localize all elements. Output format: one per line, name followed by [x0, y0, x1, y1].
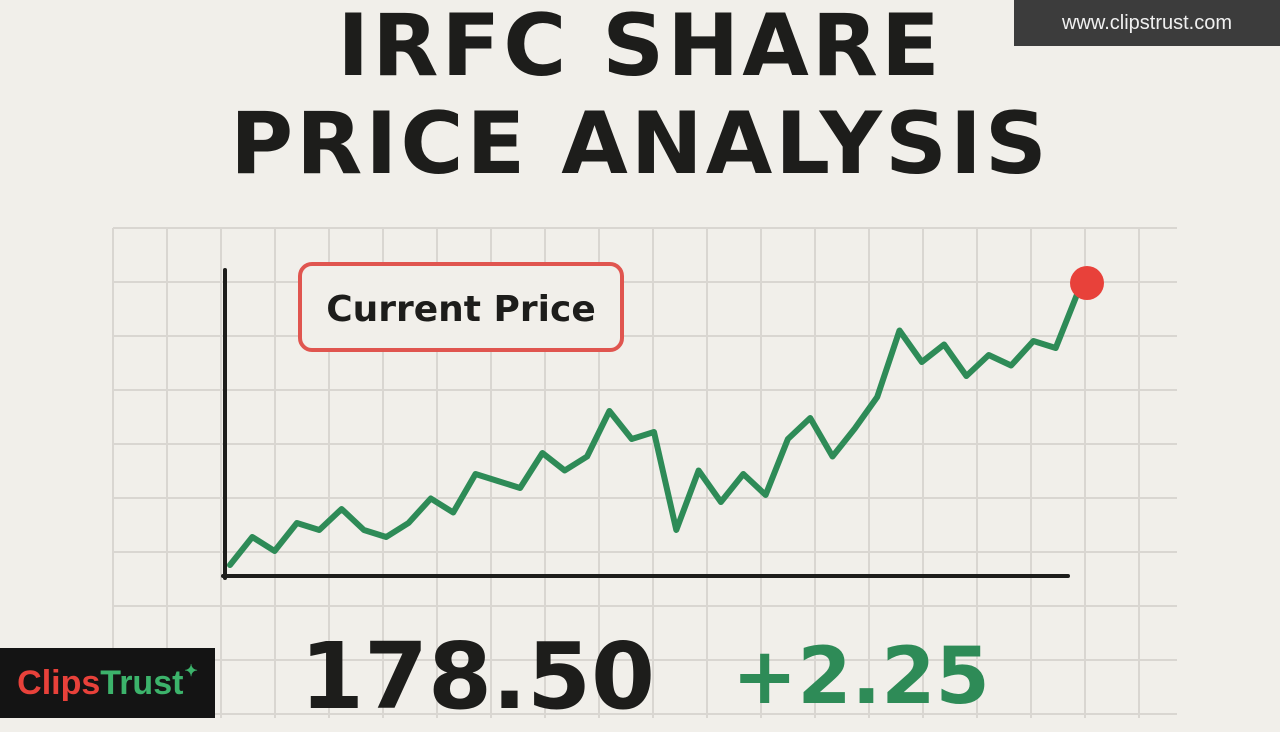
callout-label: Current Price — [326, 289, 596, 330]
chart-grid — [112, 227, 1177, 718]
callout-box — [298, 262, 624, 352]
cliptrust-logo: Clips Trust ✦ — [0, 648, 215, 718]
page-title-line-2: PRICE ANALYSIS — [230, 94, 1050, 194]
logo-text-clips: Clips — [17, 663, 101, 702]
price-series-line — [227, 289, 1081, 568]
logo-text-trust: Trust — [100, 663, 184, 702]
current-price-callout: Current Price — [298, 262, 624, 352]
price-change-value: +2.25 — [732, 632, 990, 722]
watermark-url: www.clipstrust.com — [1014, 0, 1280, 46]
page-title-line-1: IRFC SHARE — [337, 0, 943, 96]
current-price-marker — [1070, 266, 1104, 300]
leaf-icon: ✦ — [184, 663, 198, 680]
current-price-value: 178.50 — [300, 623, 656, 730]
chart-series — [227, 266, 1104, 568]
chart-axes — [221, 268, 1070, 580]
